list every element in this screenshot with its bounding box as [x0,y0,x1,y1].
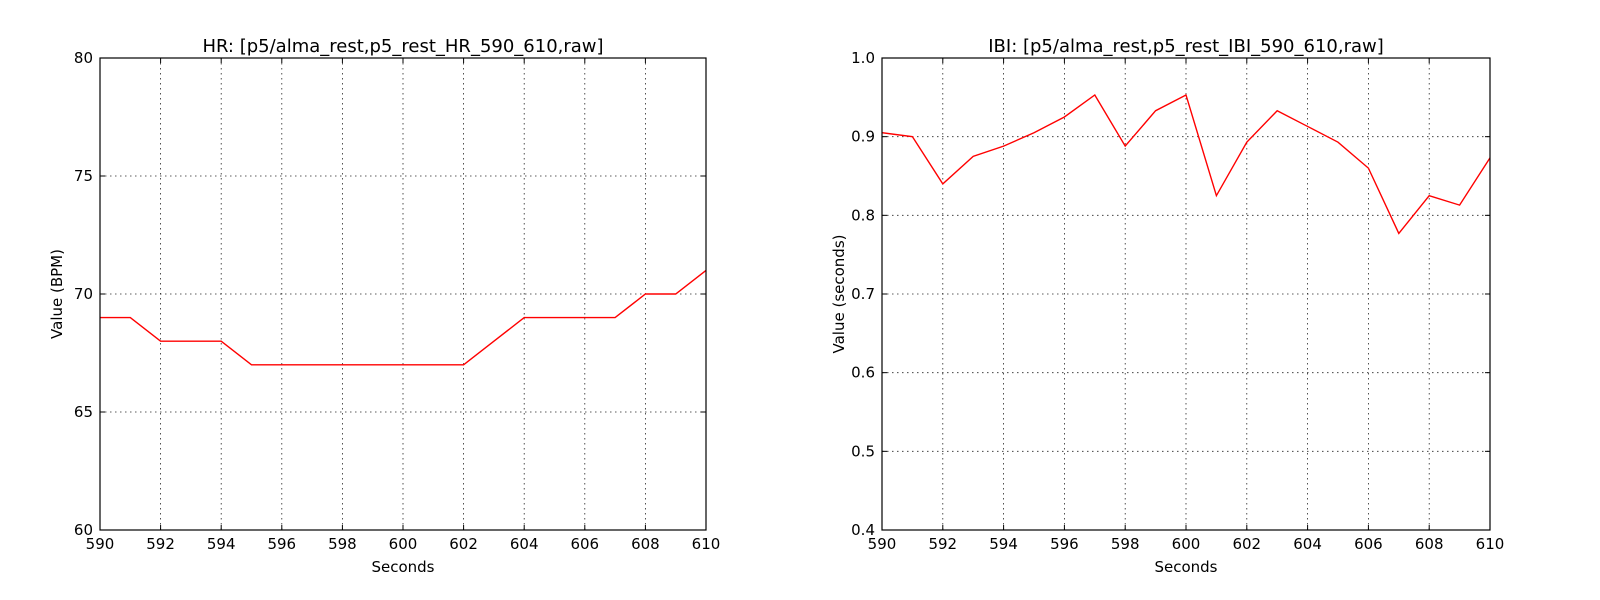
x-axis-label: Seconds [1154,558,1217,576]
x-tick-label: 596 [267,535,296,553]
y-tick-label: 75 [74,167,93,185]
y-tick-label: 0.4 [851,521,875,539]
y-axis-label: Value (seconds) [830,235,848,354]
x-tick-label: 598 [328,535,357,553]
y-tick-label: 70 [74,285,93,303]
x-tick-label: 596 [1050,535,1079,553]
y-tick-label: 1.0 [851,49,875,67]
ibi-chart: 590 592 594 596 598 600 602 604 606 608 610 0.4 0.5 0… [830,36,1504,576]
x-tick-label: 610 [1476,535,1505,553]
x-tick-label: 604 [1293,535,1322,553]
y-tick-label: 60 [74,521,93,539]
y-tick-label: 0.8 [851,206,875,224]
y-tick-label: 0.9 [851,128,875,146]
plot-frame [881,57,1491,531]
x-tick-label: 608 [1415,535,1444,553]
x-tick-label: 600 [1172,535,1201,553]
hr-chart: 590 592 594 596 598 600 602 604 606 608 610 60 65 70 7… [48,36,720,576]
x-tick-label: 592 [146,535,175,553]
chart-title: IBI: [p5/alma_rest,p5_rest_IBI_590_610,r… [988,36,1384,57]
series-line [881,93,1491,235]
x-axis-label: Seconds [371,558,434,576]
x-tick-label: 604 [510,535,539,553]
plot-frame [99,57,707,531]
x-tick-label: 602 [1232,535,1261,553]
y-axis-label: Value (BPM) [48,249,66,339]
x-tick-label: 606 [570,535,599,553]
x-tick-label: 598 [1111,535,1140,553]
x-tick-label: 606 [1354,535,1383,553]
y-tick-label: 65 [74,403,93,421]
x-tick-label: 590 [868,535,897,553]
x-tick-label: 600 [389,535,418,553]
x-tick-label: 594 [989,535,1018,553]
chart-title: HR: [p5/alma_rest,p5_rest_HR_590_610,raw… [202,36,603,57]
series-line [100,269,707,366]
x-tick-label: 594 [207,535,236,553]
x-tick-label: 590 [86,535,115,553]
x-tick-label: 602 [449,535,478,553]
x-tick-label: 592 [928,535,957,553]
y-tick-label: 0.7 [851,285,875,303]
x-tick-label: 610 [692,535,721,553]
y-tick-label: 0.5 [851,442,875,460]
y-tick-label: 80 [74,49,93,67]
y-tick-label: 0.6 [851,364,875,382]
x-tick-label: 608 [631,535,660,553]
